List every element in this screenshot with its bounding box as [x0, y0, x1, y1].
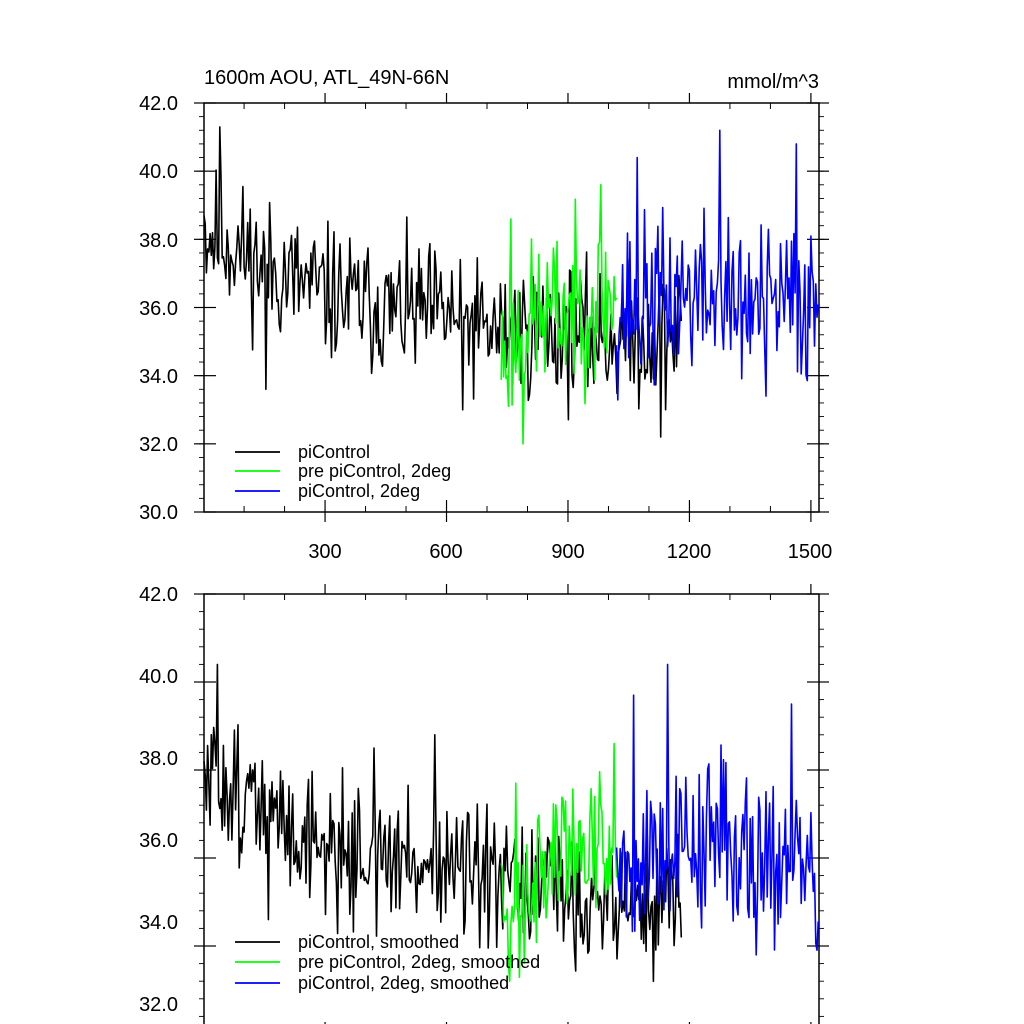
x-tick-label: 600: [429, 541, 462, 563]
y-tick-label: 36.0: [139, 298, 178, 320]
y-tick-label: 32.0: [139, 994, 178, 1016]
legend-label: piControl, 2deg: [298, 481, 420, 501]
series-line-picontrol-2deg-smoothed: [615, 663, 819, 956]
bottom-panel: 32.0 34.0 36.0 38.0 40.0 42.0 piControl,…: [139, 584, 829, 1024]
y-tick-label: 42.0: [139, 93, 178, 115]
series-line-pre-picontrol-2deg: [500, 184, 618, 445]
x-tick-label: 300: [308, 541, 341, 563]
bottom-legend: piControl, smoothed pre piControl, 2deg,…: [235, 932, 540, 993]
y-tick-label: 34.0: [139, 366, 178, 388]
y-tick-label: 40.0: [139, 666, 178, 688]
top-series: [203, 126, 819, 445]
series-line-pre-picontrol-2deg-smoothed: [500, 742, 618, 982]
series-line-picontrol-smoothed: [203, 663, 683, 982]
legend-label: piControl, 2deg, smoothed: [298, 973, 509, 993]
top-chart-units: mmol/m^3: [727, 71, 819, 93]
y-tick-label: 36.0: [139, 830, 178, 852]
y-tick-label: 38.0: [139, 748, 178, 770]
series-line-picontrol: [203, 126, 683, 438]
legend-label: piControl, smoothed: [298, 932, 459, 952]
top-ticks: [194, 93, 829, 522]
top-x-tick-labels: 300 600 900 1200 1500: [308, 541, 832, 563]
x-tick-label: 1200: [667, 541, 712, 563]
y-tick-label: 32.0: [139, 434, 178, 456]
legend-label: pre piControl, 2deg: [298, 461, 451, 481]
top-y-tick-labels: 30.0 32.0 34.0 36.0 38.0 40.0 42.0: [139, 93, 178, 524]
bottom-ticks: [194, 584, 829, 1024]
y-tick-label: 30.0: [139, 502, 178, 524]
series-line-picontrol-2deg: [615, 129, 819, 401]
legend-label: piControl: [298, 442, 370, 462]
top-panel: 1600m AOU, ATL_49N-66N mmol/m^3 30.0 32.…: [139, 67, 832, 563]
x-tick-label: 1500: [788, 541, 833, 563]
bottom-series: [203, 663, 819, 982]
y-tick-label: 38.0: [139, 230, 178, 252]
y-tick-label: 40.0: [139, 161, 178, 183]
y-tick-label: 42.0: [139, 584, 178, 606]
y-tick-label: 34.0: [139, 912, 178, 934]
legend-label: pre piControl, 2deg, smoothed: [298, 952, 540, 972]
x-tick-label: 900: [551, 541, 584, 563]
bottom-y-tick-labels: 32.0 34.0 36.0 38.0 40.0 42.0: [139, 584, 178, 1016]
bottom-plot-frame: [203, 593, 820, 1024]
top-chart-title: 1600m AOU, ATL_49N-66N: [204, 67, 449, 89]
top-legend: piControl pre piControl, 2deg piControl,…: [235, 442, 451, 501]
